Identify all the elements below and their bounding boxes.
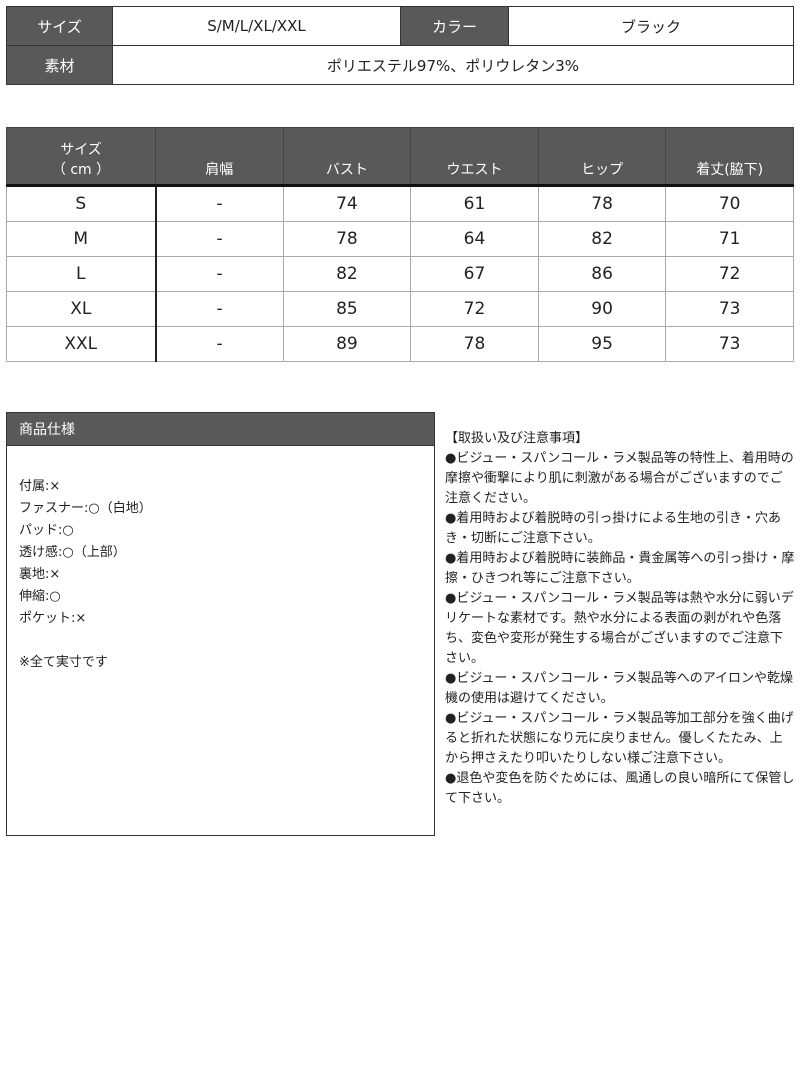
spec-line: 付属:× — [19, 479, 61, 494]
note-item: ●ビジュー・スパンコール・ラメ製品等は熱や水分に弱いデリケートな素材です。熱や水… — [445, 591, 794, 666]
table-cell: 89 — [282, 326, 412, 362]
header-bust: バスト — [282, 127, 412, 187]
table-cell: 74 — [282, 185, 412, 222]
table-cell: M — [6, 221, 157, 257]
spec-body: 付属:× ファスナー:○（白地） パッド:○ 透け感:○（上部） 裏地:× 伸縮:○ ポケッ… — [6, 446, 435, 836]
table-cell: 78 — [537, 185, 667, 222]
size-chart-table: サイズ（ cm ） 肩幅 バスト ウエスト ヒップ 着丈(脇下) S -74 61 7… — [6, 127, 794, 362]
product-info-table: サイズ S/M/L/XL/XXL カラー ブラック 素材 ポリエステル97%、ポ… — [6, 6, 794, 85]
table-cell: 86 — [537, 256, 667, 292]
table-cell: 85 — [282, 291, 412, 327]
table-cell: 72 — [665, 256, 794, 292]
header-shoulder: 肩幅 — [155, 127, 284, 187]
spec-note: ※全て実寸です — [19, 655, 108, 670]
table-cell: - — [155, 291, 284, 327]
table-cell: 67 — [410, 256, 539, 292]
table-cell: 70 — [665, 185, 794, 222]
care-notes: 【取扱い及び注意事項】 ●ビジュー・スパンコール・ラメ製品等の特性上、着用時の摩… — [445, 429, 795, 809]
spec-title: 商品仕様 — [6, 412, 435, 446]
table-cell: 78 — [410, 326, 539, 362]
table-cell: L — [6, 256, 157, 292]
spec-line: ポケット:× — [19, 611, 87, 626]
table-row: M -78 64 82 71 — [6, 221, 794, 257]
header-length: 着丈(脇下) — [665, 127, 794, 187]
spec-line: 透け感:○（上部） — [19, 545, 126, 560]
table-row: S -74 61 78 70 — [6, 185, 794, 222]
header-hip: ヒップ — [537, 127, 667, 187]
notes-title: 【取扱い及び注意事項】 — [445, 431, 589, 446]
table-cell: 61 — [410, 185, 539, 222]
table-cell: S — [6, 185, 157, 222]
table-cell: 73 — [665, 326, 794, 362]
material-value: ポリエステル97%、ポリウレタン3% — [112, 45, 794, 85]
table-cell: 82 — [537, 221, 667, 257]
spec-line: ファスナー:○（白地） — [19, 501, 152, 516]
header-size: サイズ（ cm ） — [6, 127, 156, 187]
table-cell: 82 — [282, 256, 412, 292]
table-cell: - — [155, 185, 284, 222]
size-label: サイズ — [6, 6, 113, 46]
note-item: ●着用時および着脱時に装飾品・貴金属等への引っ掛け・摩擦・ひきつれ等にご注意下さ… — [445, 551, 795, 586]
table-cell: - — [155, 326, 284, 362]
table-row: L -82 67 86 72 — [6, 256, 794, 292]
table-cell: - — [155, 221, 284, 257]
table-cell: 64 — [410, 221, 539, 257]
header-waist: ウエスト — [410, 127, 539, 187]
table-row: XXL -89 78 95 73 — [6, 326, 794, 362]
table-cell: 71 — [665, 221, 794, 257]
product-spec-panel: 商品仕様 付属:× ファスナー:○（白地） パッド:○ 透け感:○（上部） 裏地:× 伸縮… — [6, 412, 435, 836]
note-item: ●ビジュー・スパンコール・ラメ製品等加工部分を強く曲げると折れた状態になり元に戻… — [445, 711, 794, 766]
color-value: ブラック — [508, 6, 794, 46]
table-cell: - — [155, 256, 284, 292]
table-cell: XXL — [6, 326, 157, 362]
table-cell: 78 — [282, 221, 412, 257]
table-cell: 90 — [537, 291, 667, 327]
material-label: 素材 — [6, 45, 113, 85]
size-value: S/M/L/XL/XXL — [112, 6, 401, 46]
table-cell: 72 — [410, 291, 539, 327]
spec-line: パッド:○ — [19, 523, 74, 538]
spec-line: 裏地:× — [19, 567, 61, 582]
note-item: ●ビジュー・スパンコール・ラメ製品等へのアイロンや乾燥機の使用は避けてください。 — [445, 671, 794, 706]
table-cell: 95 — [537, 326, 667, 362]
table-cell: 73 — [665, 291, 794, 327]
table-row: XL -85 72 90 73 — [6, 291, 794, 327]
table-cell: XL — [6, 291, 157, 327]
note-item: ●ビジュー・スパンコール・ラメ製品等の特性上、着用時の摩擦や衝撃により肌に刺激が… — [445, 451, 794, 506]
note-item: ●退色や変色を防ぐためには、風通しの良い暗所にて保管して下さい。 — [445, 771, 795, 806]
spec-line: 伸縮:○ — [19, 589, 61, 604]
color-label: カラー — [400, 6, 509, 46]
note-item: ●着用時および着脱時の引っ掛けによる生地の引き・穴あき・切断にご注意下さい。 — [445, 511, 781, 546]
